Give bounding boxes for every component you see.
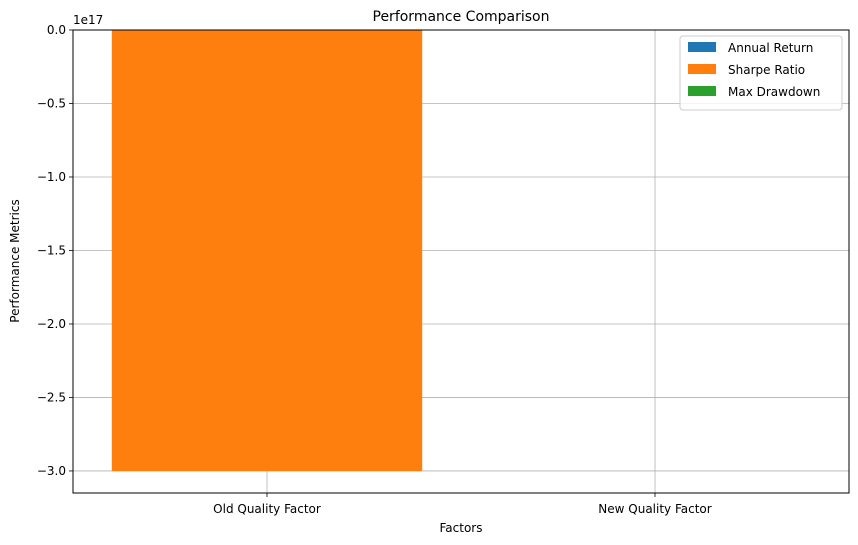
legend-swatch [688,42,716,52]
y-tick-label: −0.5 [37,96,66,110]
bar [111,30,423,471]
legend: Annual Return Sharpe Ratio Max Drawdown [679,35,843,111]
y-tick-label: −2.0 [37,317,66,331]
y-tick-label: −1.5 [37,243,66,257]
legend-entry: Annual Return [728,41,813,55]
axis-ticks: 0.0 −0.5 −1.0 −1.5 −2.0 −2.5 −3.0 Old Quality F… [37,23,712,516]
y-axis-label: Performance Metrics [8,199,22,322]
legend-frame [679,35,843,111]
chart-title: Performance Comparison [373,9,550,25]
y-tick-label: 0.0 [47,23,66,37]
legend-entry: Sharpe Ratio [728,63,805,77]
legend-swatch [688,64,716,74]
bars [111,30,423,471]
legend-swatch [688,86,716,96]
x-tick-label: Old Quality Factor [213,502,321,516]
x-tick-label: New Quality Factor [598,502,711,516]
plot-frame [72,29,850,494]
legend-entry: Max Drawdown [728,85,820,99]
y-tick-label: −3.0 [37,464,66,478]
y-axis-offset-label: 1e17 [73,13,103,27]
x-axis-label: Factors [440,521,483,535]
y-tick-label: −2.5 [37,390,66,404]
y-tick-label: −1.0 [37,170,66,184]
